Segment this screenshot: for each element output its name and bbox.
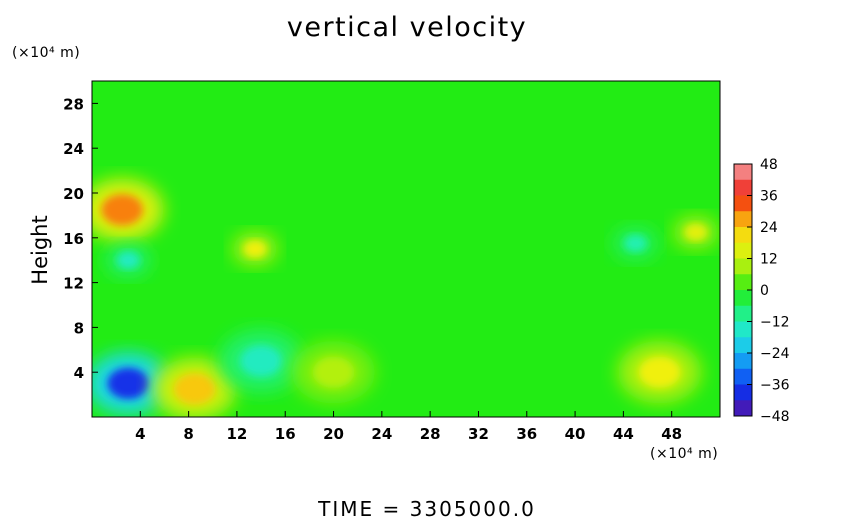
colorbar-label: 36 <box>760 189 778 205</box>
x-axis: 4 8 12 16 20 24 28 32 36 40 44 48 <box>135 411 682 443</box>
x-tick-label: 36 <box>516 425 537 443</box>
colorbar-segment <box>734 305 752 322</box>
y-tick-label: 20 <box>63 185 84 203</box>
colorbar-segment <box>734 179 752 196</box>
x-tick-label: 28 <box>420 425 441 443</box>
colorbar-segment <box>734 321 752 338</box>
colorbar-segment <box>734 195 752 212</box>
y-tick-label: 16 <box>63 230 84 248</box>
colorbar-segment <box>734 274 752 291</box>
y-tick-label: 4 <box>74 364 84 382</box>
heatmap-feature <box>684 223 708 241</box>
colorbar-segment <box>734 384 752 401</box>
colorbar: 48 36 24 12 0 −12 −24 −36 −48 <box>733 157 790 425</box>
colorbar-segment <box>734 164 752 181</box>
x-tick-label: 20 <box>323 425 344 443</box>
heatmap-feature <box>243 240 267 258</box>
colorbar-label: −24 <box>760 346 790 362</box>
colorbar-segment <box>734 290 752 307</box>
x-tick-label: 24 <box>371 425 392 443</box>
x-tick-label: 48 <box>661 425 682 443</box>
y-tick-label: 12 <box>63 275 84 293</box>
x-axis-unit: (×10⁴ m) <box>650 446 719 462</box>
colorbar-segment <box>734 211 752 228</box>
colorbar-label: 24 <box>760 220 778 236</box>
heatmap-feature <box>624 235 647 252</box>
heatmap-feature <box>312 356 355 388</box>
time-label: TIME = 3305000.0 <box>318 497 536 521</box>
colorbar-segment <box>734 242 752 259</box>
x-tick-label: 32 <box>468 425 489 443</box>
colorbar-segment <box>734 258 752 275</box>
y-tick-label: 28 <box>63 95 84 113</box>
plot-area <box>91 80 721 418</box>
y-axis: 4 8 12 16 20 24 28 <box>63 95 98 382</box>
plot-frame <box>91 80 721 418</box>
x-tick-label: 12 <box>226 425 247 443</box>
heatmap-feature <box>240 345 282 377</box>
colorbar-label: 0 <box>760 283 769 299</box>
y-tick-label: 24 <box>63 140 84 158</box>
heatmap-feature <box>173 373 216 405</box>
chart-title: vertical velocity <box>286 12 528 43</box>
heatmap-feature <box>117 251 140 269</box>
x-tick-label: 16 <box>275 425 296 443</box>
x-tick-label: 4 <box>135 425 145 443</box>
colorbar-segment <box>734 353 752 370</box>
colorbar-label: −36 <box>760 378 790 394</box>
x-tick-label: 44 <box>613 425 634 443</box>
heatmap-features <box>92 178 719 417</box>
colorbar-segment <box>734 368 752 385</box>
heatmap-feature <box>107 367 150 399</box>
colorbar-segment <box>734 400 752 417</box>
colorbar-label: 12 <box>760 252 778 268</box>
x-tick-label: 8 <box>183 425 193 443</box>
colorbar-label: −48 <box>760 409 790 425</box>
colorbar-segment <box>734 227 752 244</box>
colorbar-segment <box>734 337 752 354</box>
heatmap-feature <box>638 356 681 388</box>
colorbar-label: −12 <box>760 315 790 331</box>
y-axis-unit: (×10⁴ m) <box>12 45 81 61</box>
colorbar-label: 48 <box>760 157 778 173</box>
y-tick-label: 8 <box>74 319 84 337</box>
x-tick-label: 40 <box>565 425 586 443</box>
heatmap-feature <box>101 194 143 226</box>
